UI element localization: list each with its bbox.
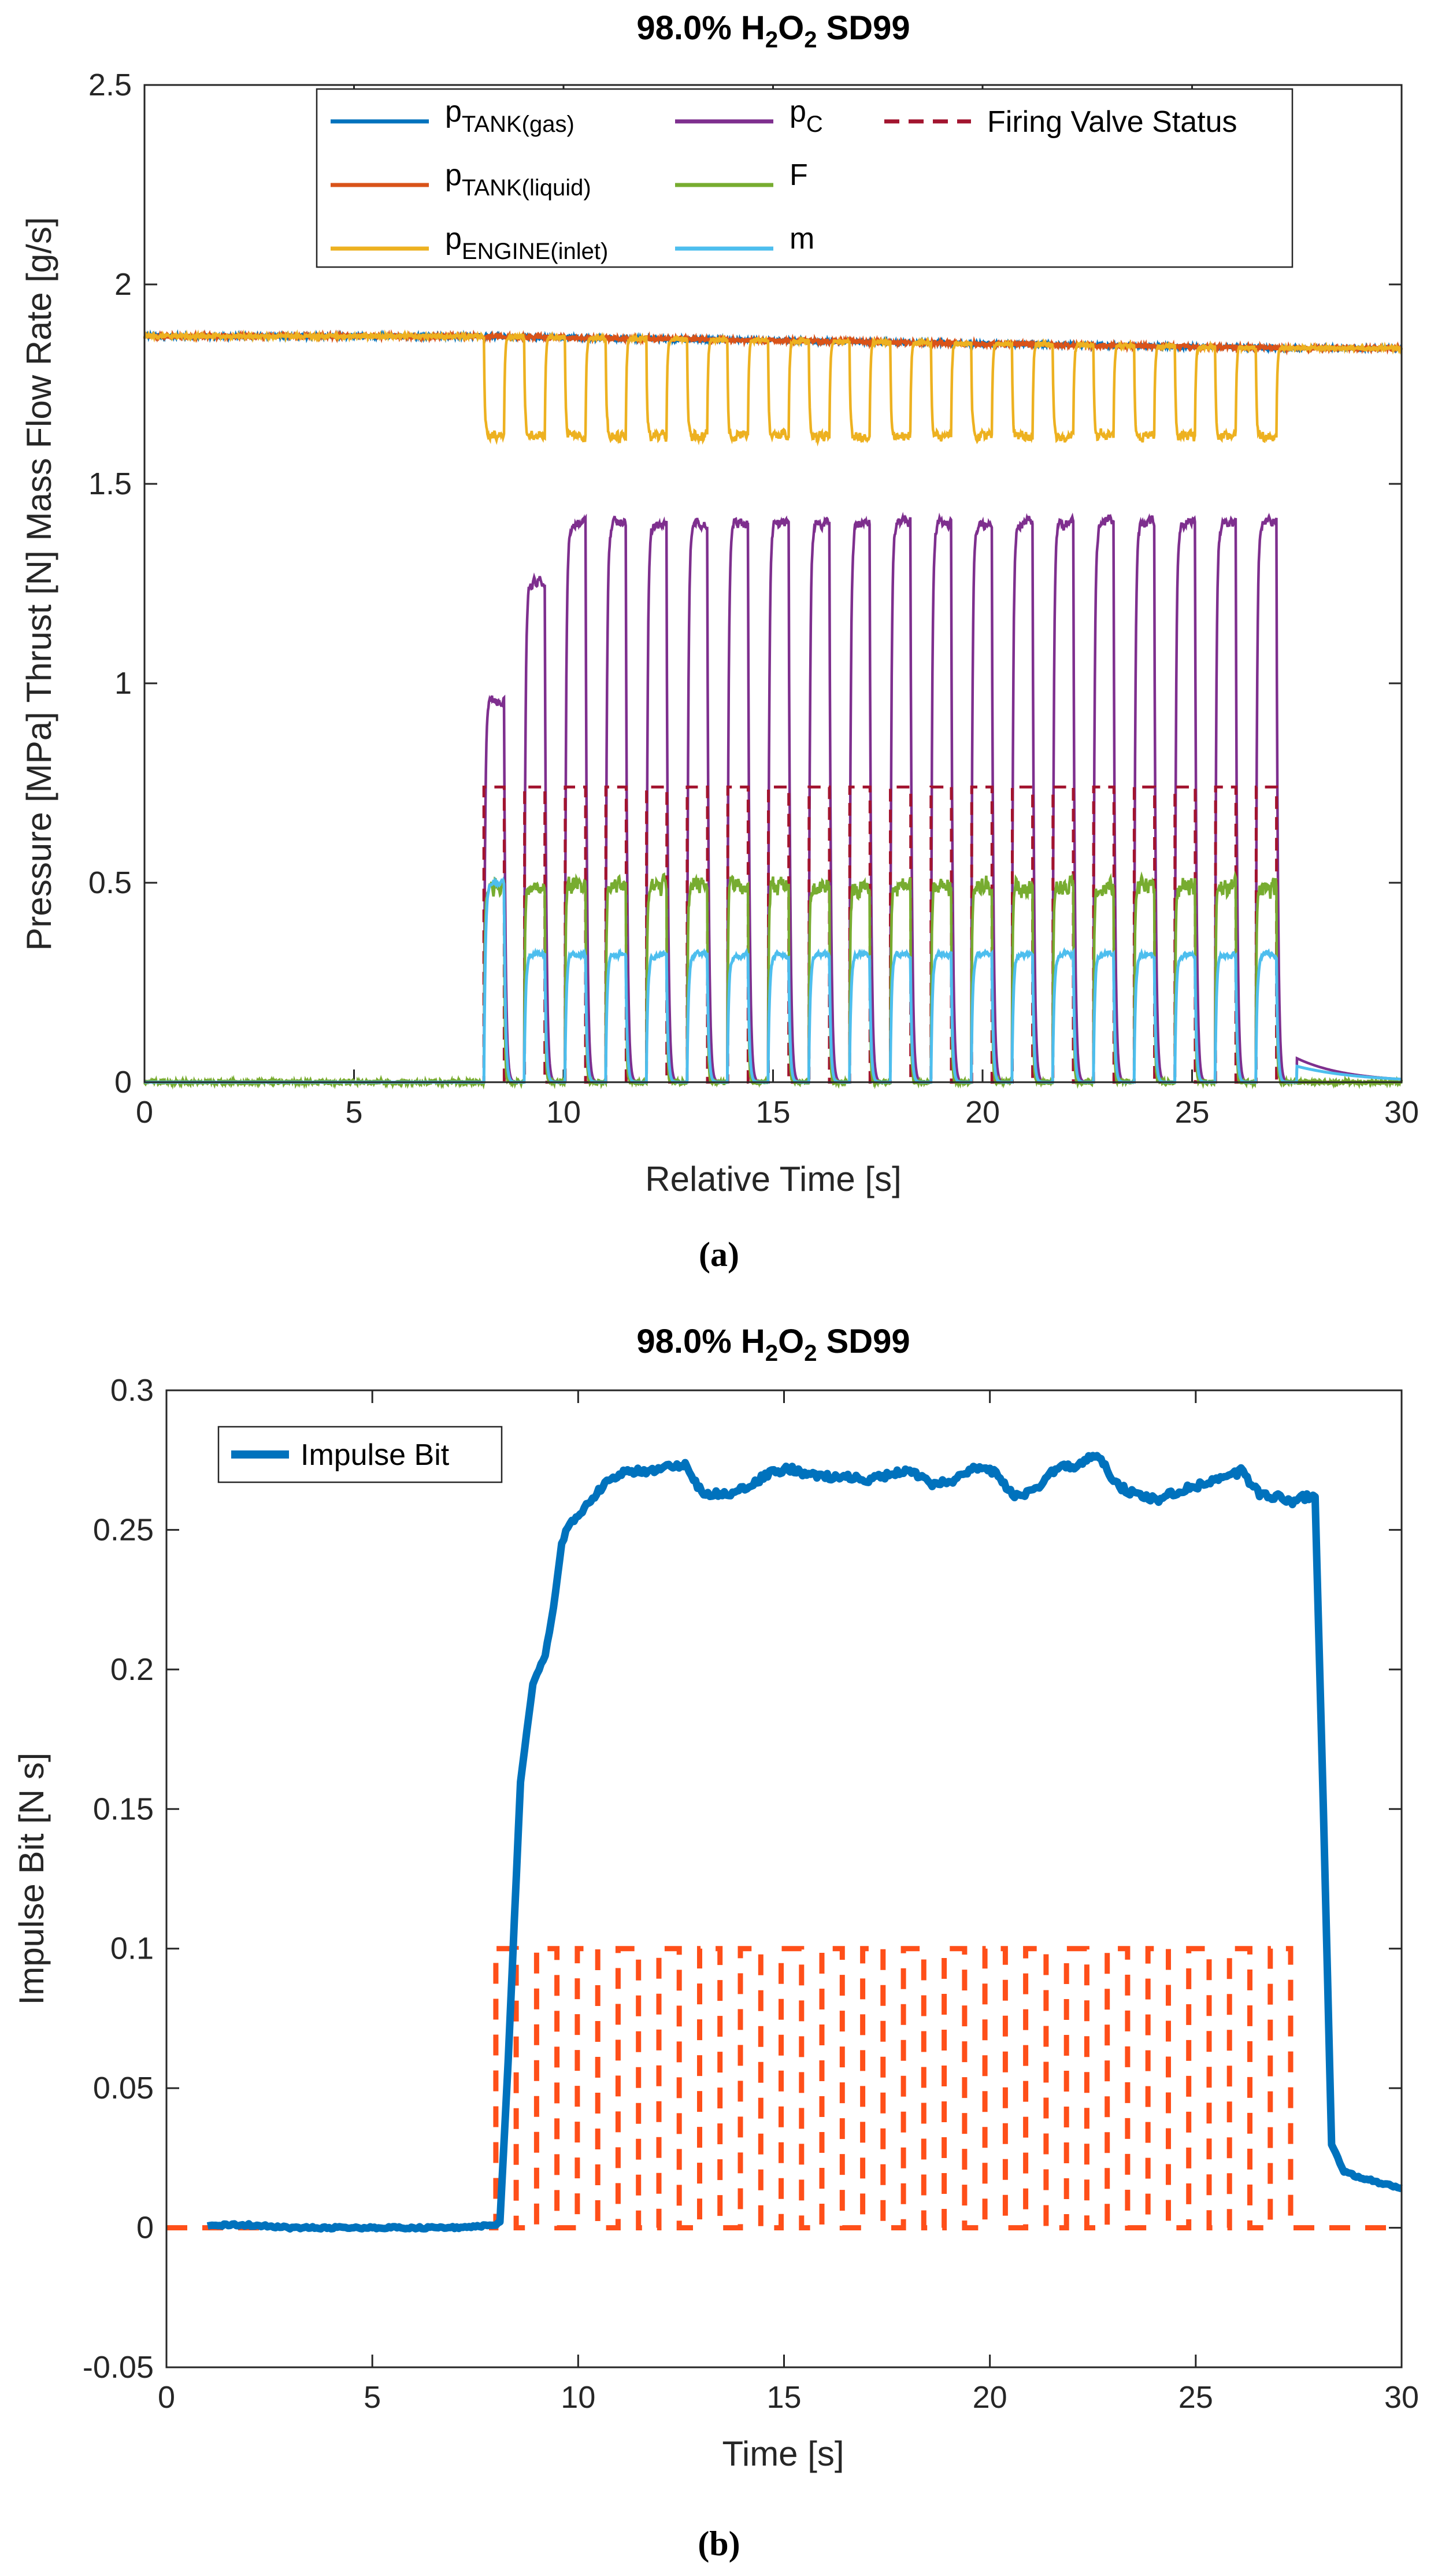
panel-b-xlabel: Time [s]	[722, 2434, 844, 2473]
series-firing-valve-status-b	[166, 1946, 1402, 2231]
panel-b-legend: Impulse Bit	[217, 1426, 503, 1483]
panel-a-xtick-label: 15	[755, 1095, 790, 1130]
legend-label-firing-valve: Firing Valve Status	[987, 105, 1237, 139]
panel-b-xtick-label: 0	[158, 2380, 175, 2415]
panel-a-ytick-label: 2.5	[88, 68, 132, 102]
panel-a-ytick-label: 2	[114, 267, 132, 302]
panel-a-title: 98.0% H2O2 SD99	[636, 9, 910, 53]
panel-b-ytick-label: 0.25	[93, 1512, 154, 1547]
panel-b-title: 98.0% H2O2 SD99	[636, 1323, 910, 1366]
series-p-engine-inlet	[143, 329, 1403, 447]
panel-b-ytick-label: 0.15	[93, 1792, 154, 1826]
panel-b-ytick-label: 0.1	[110, 1931, 154, 1966]
panel-a-xtick-label: 25	[1174, 1095, 1209, 1130]
legend-label-p-tank-liquid: pTANK(liquid)	[445, 158, 591, 201]
series-impulse-bit	[206, 1452, 1403, 2233]
panel-a: 98.0% H2O2 SD99 0 5 10 15 20 25 30 0 0.5 1 1.5 2 2.5…	[20, 9, 1419, 1274]
panel-a-legend: pTANK(gas) pTANK(liquid) pENGINE(inlet) …	[316, 88, 1294, 268]
panel-b-xtick-label: 20	[973, 2380, 1007, 2415]
panel-b-ytick-label: -0.05	[83, 2350, 154, 2385]
panel-b-xtick-label: 30	[1384, 2380, 1419, 2415]
panel-b-axes-box	[165, 1389, 1403, 2368]
panel-b-xtick-label: 25	[1178, 2380, 1213, 2415]
panel-b-plot-area	[166, 1390, 1402, 2367]
panel-a-ytick-label: 1	[114, 666, 132, 701]
panel-a-xtick-label: 30	[1384, 1095, 1419, 1130]
panel-a-xtick-label: 5	[345, 1095, 362, 1130]
legend-label-p-c: pC	[790, 95, 823, 137]
legend-label-m: m	[790, 222, 814, 256]
legend-label-p-tank-gas: pTANK(gas)	[445, 95, 575, 137]
panel-b-series	[166, 1452, 1403, 2233]
panel-a-ytick-label: 0.5	[88, 865, 132, 900]
panel-a-ytick-label: 1.5	[88, 467, 132, 501]
panel-b-ytick-label: 0	[136, 2211, 154, 2245]
panel-a-ticks: 0 5 10 15 20 25 30 0 0.5 1 1.5 2 2.5	[88, 68, 1419, 1130]
legend-label-p-engine-inlet: pENGINE(inlet)	[445, 222, 608, 264]
panel-a-ytick-label: 0	[114, 1065, 132, 1100]
panel-b-xtick-label: 10	[561, 2380, 595, 2415]
panel-b-ytick-label: 0.3	[110, 1373, 154, 1408]
panel-a-xlabel: Relative Time [s]	[645, 1160, 901, 1198]
panel-b-ytick-label: 0.2	[110, 1652, 154, 1687]
panel-b-ylabel: Impulse Bit [N s]	[12, 1753, 51, 2005]
panel-a-xtick-label: 20	[965, 1095, 1000, 1130]
panel-b-xtick-label: 5	[364, 2380, 381, 2415]
panel-a-xtick-label: 10	[546, 1095, 581, 1130]
legend-label-impulse-bit: Impulse Bit	[301, 1438, 450, 1472]
panel-a-axes-box	[143, 84, 1403, 1083]
panel-b-caption: (b)	[698, 2525, 740, 2563]
legend-label-f: F	[790, 158, 808, 192]
panel-a-xtick-label: 0	[136, 1095, 153, 1130]
panel-b-ytick-label: 0.05	[93, 2071, 154, 2105]
panel-b: 98.0% H2O2 SD99 0 5 10 15 20 25 30-0.0500.050.…	[12, 1323, 1419, 2563]
panel-b-xtick-label: 15	[766, 2380, 801, 2415]
panel-a-caption: (a)	[699, 1235, 739, 1274]
panel-a-legend-box	[316, 88, 1294, 268]
panel-a-ylabel: Pressure [MPa] Thrust [N] Mass Flow Rate…	[20, 217, 58, 950]
